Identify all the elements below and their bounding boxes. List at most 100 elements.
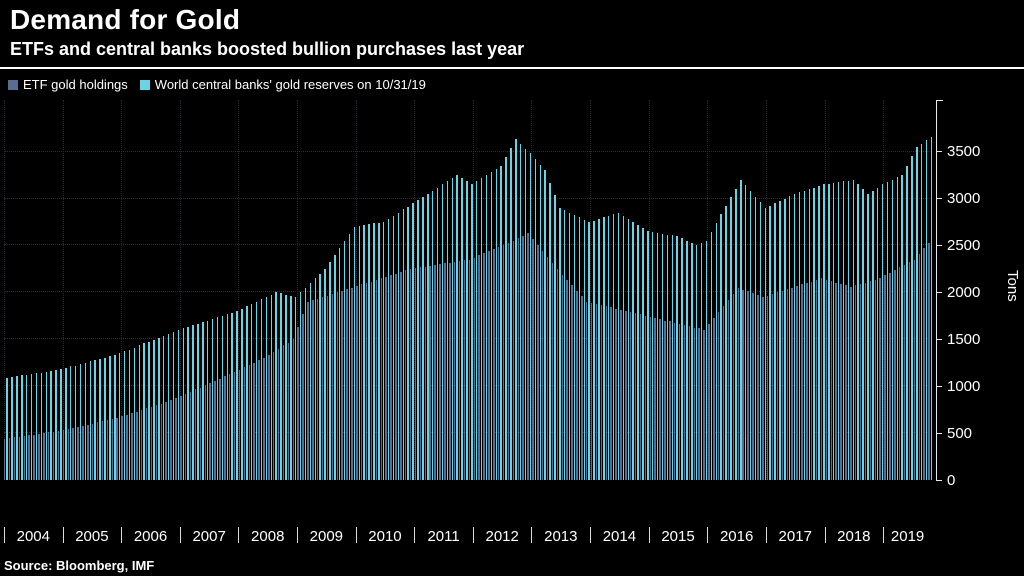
central-bank-gold-reserves-bar xyxy=(862,189,864,480)
central-bank-gold-reserves-bar xyxy=(16,376,18,480)
gridline-horizontal xyxy=(4,291,932,293)
bar-group xyxy=(815,100,821,480)
bar-group xyxy=(326,100,332,480)
central-bank-gold-reserves-bar xyxy=(422,197,424,480)
central-bank-gold-reserves-bar xyxy=(70,366,72,480)
etf-gold-holdings-bar xyxy=(23,435,26,480)
x-tick xyxy=(590,527,592,543)
central-bank-gold-reserves-bar xyxy=(211,319,214,480)
central-bank-gold-reserves-bar xyxy=(446,181,449,480)
etf-gold-holdings-bar xyxy=(57,431,60,480)
etf-gold-holdings-bar xyxy=(532,239,534,480)
bar-group xyxy=(419,100,425,480)
y-tick-label: 1500 xyxy=(947,330,981,348)
bar-group xyxy=(644,100,650,480)
etf-gold-holdings-bar xyxy=(722,305,725,480)
etf-gold-holdings-bar xyxy=(307,301,309,480)
y-tick-label: 0 xyxy=(947,471,956,489)
central-bank-gold-reserves-bar xyxy=(485,175,488,480)
etf-gold-holdings-bar xyxy=(136,411,138,480)
bar-group xyxy=(620,100,625,480)
x-tick xyxy=(62,527,64,543)
bar-group xyxy=(155,100,161,480)
bar-group xyxy=(312,100,317,480)
etf-gold-holdings-bar xyxy=(512,240,515,480)
central-bank-gold-reserves-bar xyxy=(759,202,762,480)
central-bank-gold-reserves-bar xyxy=(407,206,409,480)
bar-group xyxy=(365,100,371,480)
etf-gold-holdings-bar xyxy=(674,322,676,480)
etf-gold-holdings-bar xyxy=(840,283,842,480)
etf-gold-holdings-bar xyxy=(106,420,109,480)
central-bank-gold-reserves-bar xyxy=(715,223,718,480)
central-bank-gold-reserves-bar xyxy=(94,359,96,480)
central-bank-gold-reserves-bar xyxy=(148,341,150,480)
central-bank-gold-reserves-bar xyxy=(573,214,576,480)
central-bank-gold-reserves-bar xyxy=(666,234,669,480)
central-bank-gold-reserves-bar xyxy=(192,325,194,480)
bar-group xyxy=(263,100,268,480)
central-bank-gold-reserves-bar xyxy=(632,221,634,480)
central-bank-gold-reserves-bar xyxy=(143,343,145,480)
bar-group xyxy=(488,100,493,480)
central-bank-gold-reserves-bar xyxy=(26,374,28,480)
etf-gold-holdings-bar xyxy=(502,244,505,480)
bar-group xyxy=(674,100,679,480)
etf-gold-holdings-bar xyxy=(791,287,793,480)
bar-group xyxy=(228,100,234,480)
bar-group xyxy=(136,100,141,480)
bar-group xyxy=(776,100,782,480)
central-bank-gold-reserves-bar xyxy=(891,179,894,480)
bar-group xyxy=(126,100,131,480)
central-bank-gold-reserves-bar xyxy=(363,225,365,480)
central-bank-gold-reserves-bar xyxy=(221,315,224,480)
bar-group xyxy=(82,100,87,480)
bar-group xyxy=(175,100,180,480)
x-tick xyxy=(355,527,357,543)
x-tick-label: 2004 xyxy=(16,528,50,545)
central-bank-gold-reserves-bar xyxy=(637,225,639,480)
bar-group xyxy=(458,100,464,480)
bar-group xyxy=(727,100,733,480)
x-tick xyxy=(238,527,240,543)
central-bank-gold-reserves-bar xyxy=(353,226,356,480)
etf-gold-holdings-bar xyxy=(385,276,387,480)
central-bank-gold-reserves-bar xyxy=(114,354,116,480)
central-bank-gold-reserves-bar xyxy=(480,178,483,480)
central-bank-gold-reserves-bar xyxy=(172,331,175,480)
etf-gold-holdings-bar xyxy=(918,253,920,480)
etf-gold-holdings-bar xyxy=(517,238,519,480)
x-tick xyxy=(883,527,885,543)
central-bank-gold-reserves-bar xyxy=(671,235,674,480)
central-bank-gold-reserves-bar xyxy=(250,304,253,480)
central-bank-gold-reserves-bar xyxy=(676,236,678,480)
y-tick: 1000 xyxy=(936,377,980,395)
x-tick xyxy=(707,527,709,543)
central-bank-gold-reserves-bar xyxy=(104,357,106,480)
etf-gold-holdings-bar xyxy=(766,295,769,480)
x-tick-label: 2013 xyxy=(544,528,578,545)
etf-gold-holdings-bar xyxy=(429,265,431,480)
etf-gold-holdings-bar xyxy=(38,434,40,480)
bar-group xyxy=(781,100,787,480)
etf-gold-holdings-bar xyxy=(537,244,539,480)
bar-group xyxy=(649,100,655,480)
bar-group xyxy=(625,100,630,480)
bar-group xyxy=(189,100,195,480)
bar-group xyxy=(429,100,434,480)
bar-group xyxy=(67,100,73,480)
etf-gold-holdings-bar xyxy=(551,262,554,480)
etf-gold-holdings-bar xyxy=(879,278,881,480)
bar-group xyxy=(527,100,532,480)
etf-gold-holdings-bar xyxy=(669,321,671,480)
etf-gold-holdings-bar xyxy=(688,326,691,480)
etf-gold-holdings-bar xyxy=(424,266,427,480)
bar-group xyxy=(321,100,327,480)
etf-gold-holdings-bar xyxy=(77,427,79,480)
etf-gold-holdings-bar xyxy=(297,326,299,480)
central-bank-gold-reserves-bar xyxy=(779,200,781,480)
bar-group xyxy=(854,100,860,480)
central-bank-gold-reserves-bar xyxy=(456,175,458,480)
central-bank-gold-reserves-bar xyxy=(99,358,101,480)
etf-gold-holdings-bar xyxy=(468,259,471,480)
